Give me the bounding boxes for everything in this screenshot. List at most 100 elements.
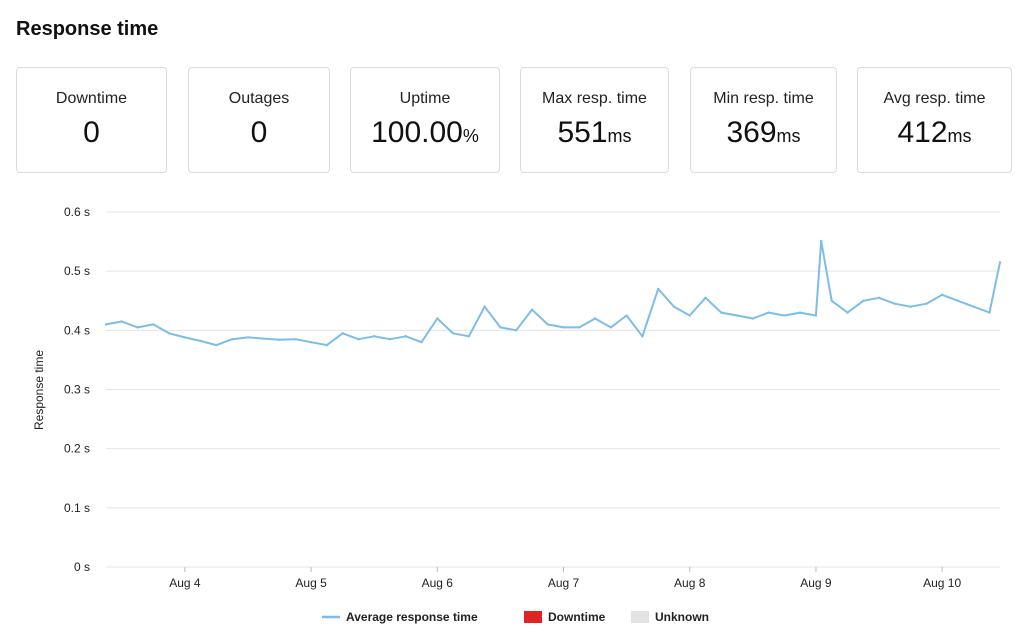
x-tick-label: Aug 10 <box>923 576 961 590</box>
data-point <box>499 326 502 329</box>
data-point <box>231 338 234 341</box>
data-point <box>278 338 281 341</box>
data-point <box>483 305 486 308</box>
y-tick-labels: 0 s 0.1 s 0.2 s 0.3 s 0.4 s 0.5 s 0.6 s <box>64 205 90 574</box>
data-point <box>830 299 833 302</box>
data-point <box>877 296 881 299</box>
data-point <box>136 326 139 329</box>
stat-label: Min resp. time <box>713 90 814 107</box>
series-line-average-response-time <box>105 240 1001 347</box>
data-point <box>514 329 518 332</box>
data-point <box>199 339 202 343</box>
data-point <box>720 311 723 314</box>
y-tick-label: 0.2 s <box>64 442 90 456</box>
series-layer <box>104 239 1002 347</box>
stat-card-uptime: Uptime 100.00% <box>350 67 500 173</box>
y-tick-label: 0.1 s <box>64 501 90 515</box>
data-point <box>562 326 565 329</box>
x-tick-label: Aug 9 <box>800 576 832 590</box>
data-point <box>925 302 928 305</box>
data-point <box>578 326 581 329</box>
data-point <box>783 314 786 317</box>
data-point <box>988 311 991 314</box>
data-point <box>956 299 960 302</box>
x-tick-label: Aug 8 <box>674 576 706 590</box>
data-point <box>120 320 123 323</box>
data-point <box>798 311 802 314</box>
data-point <box>341 332 344 335</box>
x-tick-label: Aug 7 <box>548 576 580 590</box>
data-point <box>767 311 770 314</box>
x-tick-label: Aug 6 <box>422 576 454 590</box>
data-point <box>846 311 849 314</box>
y-tick-label: 0.4 s <box>64 323 90 337</box>
data-point <box>609 326 613 329</box>
data-point <box>530 308 534 311</box>
data-point <box>325 343 329 347</box>
stat-value: 100.00% <box>371 116 479 149</box>
data-point <box>215 343 218 347</box>
y-axis-label: Response time <box>32 350 46 430</box>
data-point <box>357 338 360 341</box>
data-point <box>641 335 644 338</box>
legend-label-average-response-time: Average response time <box>346 610 478 624</box>
y-tick-label: 0.3 s <box>64 383 90 397</box>
legend-label-downtime: Downtime <box>548 610 606 624</box>
data-point <box>388 338 392 341</box>
data-point <box>593 317 597 320</box>
data-point <box>893 302 897 305</box>
data-point <box>104 323 108 326</box>
data-point <box>909 305 912 308</box>
y-tick-label: 0.6 s <box>64 205 90 219</box>
x-tick-labels: Aug 4 Aug 5 Aug 6 Aug 7 Aug 8 Aug 9 Aug 10 <box>169 567 961 590</box>
stat-label: Max resp. time <box>542 90 647 107</box>
stat-card-avg-resp-time: Avg resp. time 412ms <box>857 67 1012 173</box>
stat-label: Outages <box>228 90 290 107</box>
data-point <box>451 332 455 335</box>
stat-value: 0 <box>250 116 268 149</box>
data-point <box>972 305 975 308</box>
data-point <box>467 335 471 338</box>
data-point <box>672 305 676 308</box>
data-point <box>751 317 755 320</box>
y-tick-label: 0 s <box>74 560 90 574</box>
stat-card-max-resp-time: Max resp. time 551ms <box>520 67 669 173</box>
stat-card-downtime: Downtime 0 <box>16 67 167 173</box>
data-point <box>309 340 313 344</box>
stat-value: 551ms <box>557 116 632 149</box>
data-point <box>436 317 439 320</box>
data-point <box>735 314 739 317</box>
data-point <box>862 299 865 302</box>
x-tick-label: Aug 4 <box>169 576 201 590</box>
data-point <box>940 293 944 297</box>
data-point <box>688 314 691 317</box>
stat-card-outages: Outages 0 <box>188 67 330 173</box>
data-point <box>656 287 660 291</box>
x-tick-label: Aug 5 <box>295 576 327 590</box>
page-title: Response time <box>16 18 159 40</box>
legend: Average response time Downtime Unknown <box>322 610 709 624</box>
data-point <box>152 323 155 326</box>
data-point <box>820 239 823 243</box>
stat-value: 0 <box>83 116 100 149</box>
stat-label: Uptime <box>399 90 451 107</box>
legend-swatch-downtime <box>524 611 542 623</box>
stat-label: Avg resp. time <box>883 90 986 107</box>
grid-lines <box>106 211 1000 568</box>
legend-swatch-unknown <box>631 611 649 623</box>
stat-label: Downtime <box>55 90 128 107</box>
data-point <box>546 323 549 326</box>
data-point <box>420 340 423 344</box>
data-point <box>246 336 250 339</box>
y-tick-label: 0.5 s <box>64 264 90 278</box>
data-point <box>167 332 171 335</box>
data-point <box>373 335 376 338</box>
data-point <box>814 314 818 317</box>
data-point <box>998 261 1002 264</box>
stat-value: 369ms <box>726 116 801 149</box>
data-point <box>294 338 297 341</box>
stats-row: Downtime 0 Outages 0 Uptime 100.00% Max … <box>16 67 1012 173</box>
stat-value: 412ms <box>897 116 972 149</box>
data-point <box>625 314 628 317</box>
